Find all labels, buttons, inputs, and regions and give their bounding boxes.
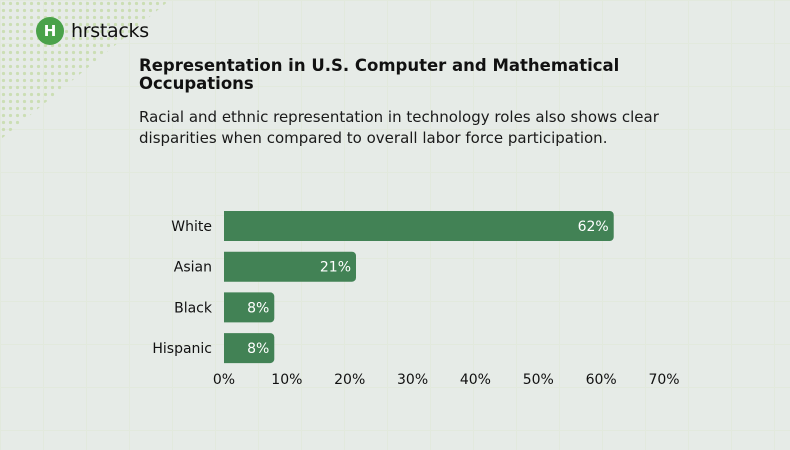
x-tick-label: 10% — [271, 372, 302, 388]
brand-logo: H hrstacks — [36, 17, 149, 45]
category-label: Hispanic — [152, 341, 212, 357]
brand-name: hrstacks — [71, 20, 149, 42]
category-label: White — [171, 219, 212, 235]
data-label: 21% — [320, 260, 351, 276]
bar-hispanic — [224, 333, 275, 364]
data-label: 62% — [578, 219, 609, 235]
chart-title: Representation in U.S. Computer and Math… — [139, 56, 620, 93]
x-tick-label: 70% — [648, 372, 679, 388]
bar-asian — [224, 251, 356, 282]
x-tick-label: 20% — [334, 372, 365, 388]
x-tick-label: 40% — [460, 372, 491, 388]
category-label: Black — [174, 300, 213, 316]
data-label: 8% — [247, 341, 269, 357]
x-tick-label: 30% — [397, 372, 428, 388]
data-label: 8% — [247, 300, 269, 316]
hrstacks-logo-icon: H — [36, 17, 64, 45]
x-tick-label: 50% — [523, 372, 554, 388]
category-label: Asian — [174, 260, 212, 276]
chart-subtitle: Racial and ethnic representation in tech… — [139, 108, 659, 147]
x-tick-label: 0% — [213, 372, 235, 388]
bar-black — [224, 292, 275, 323]
x-tick-label: 60% — [586, 372, 617, 388]
bar-white — [224, 211, 614, 241]
